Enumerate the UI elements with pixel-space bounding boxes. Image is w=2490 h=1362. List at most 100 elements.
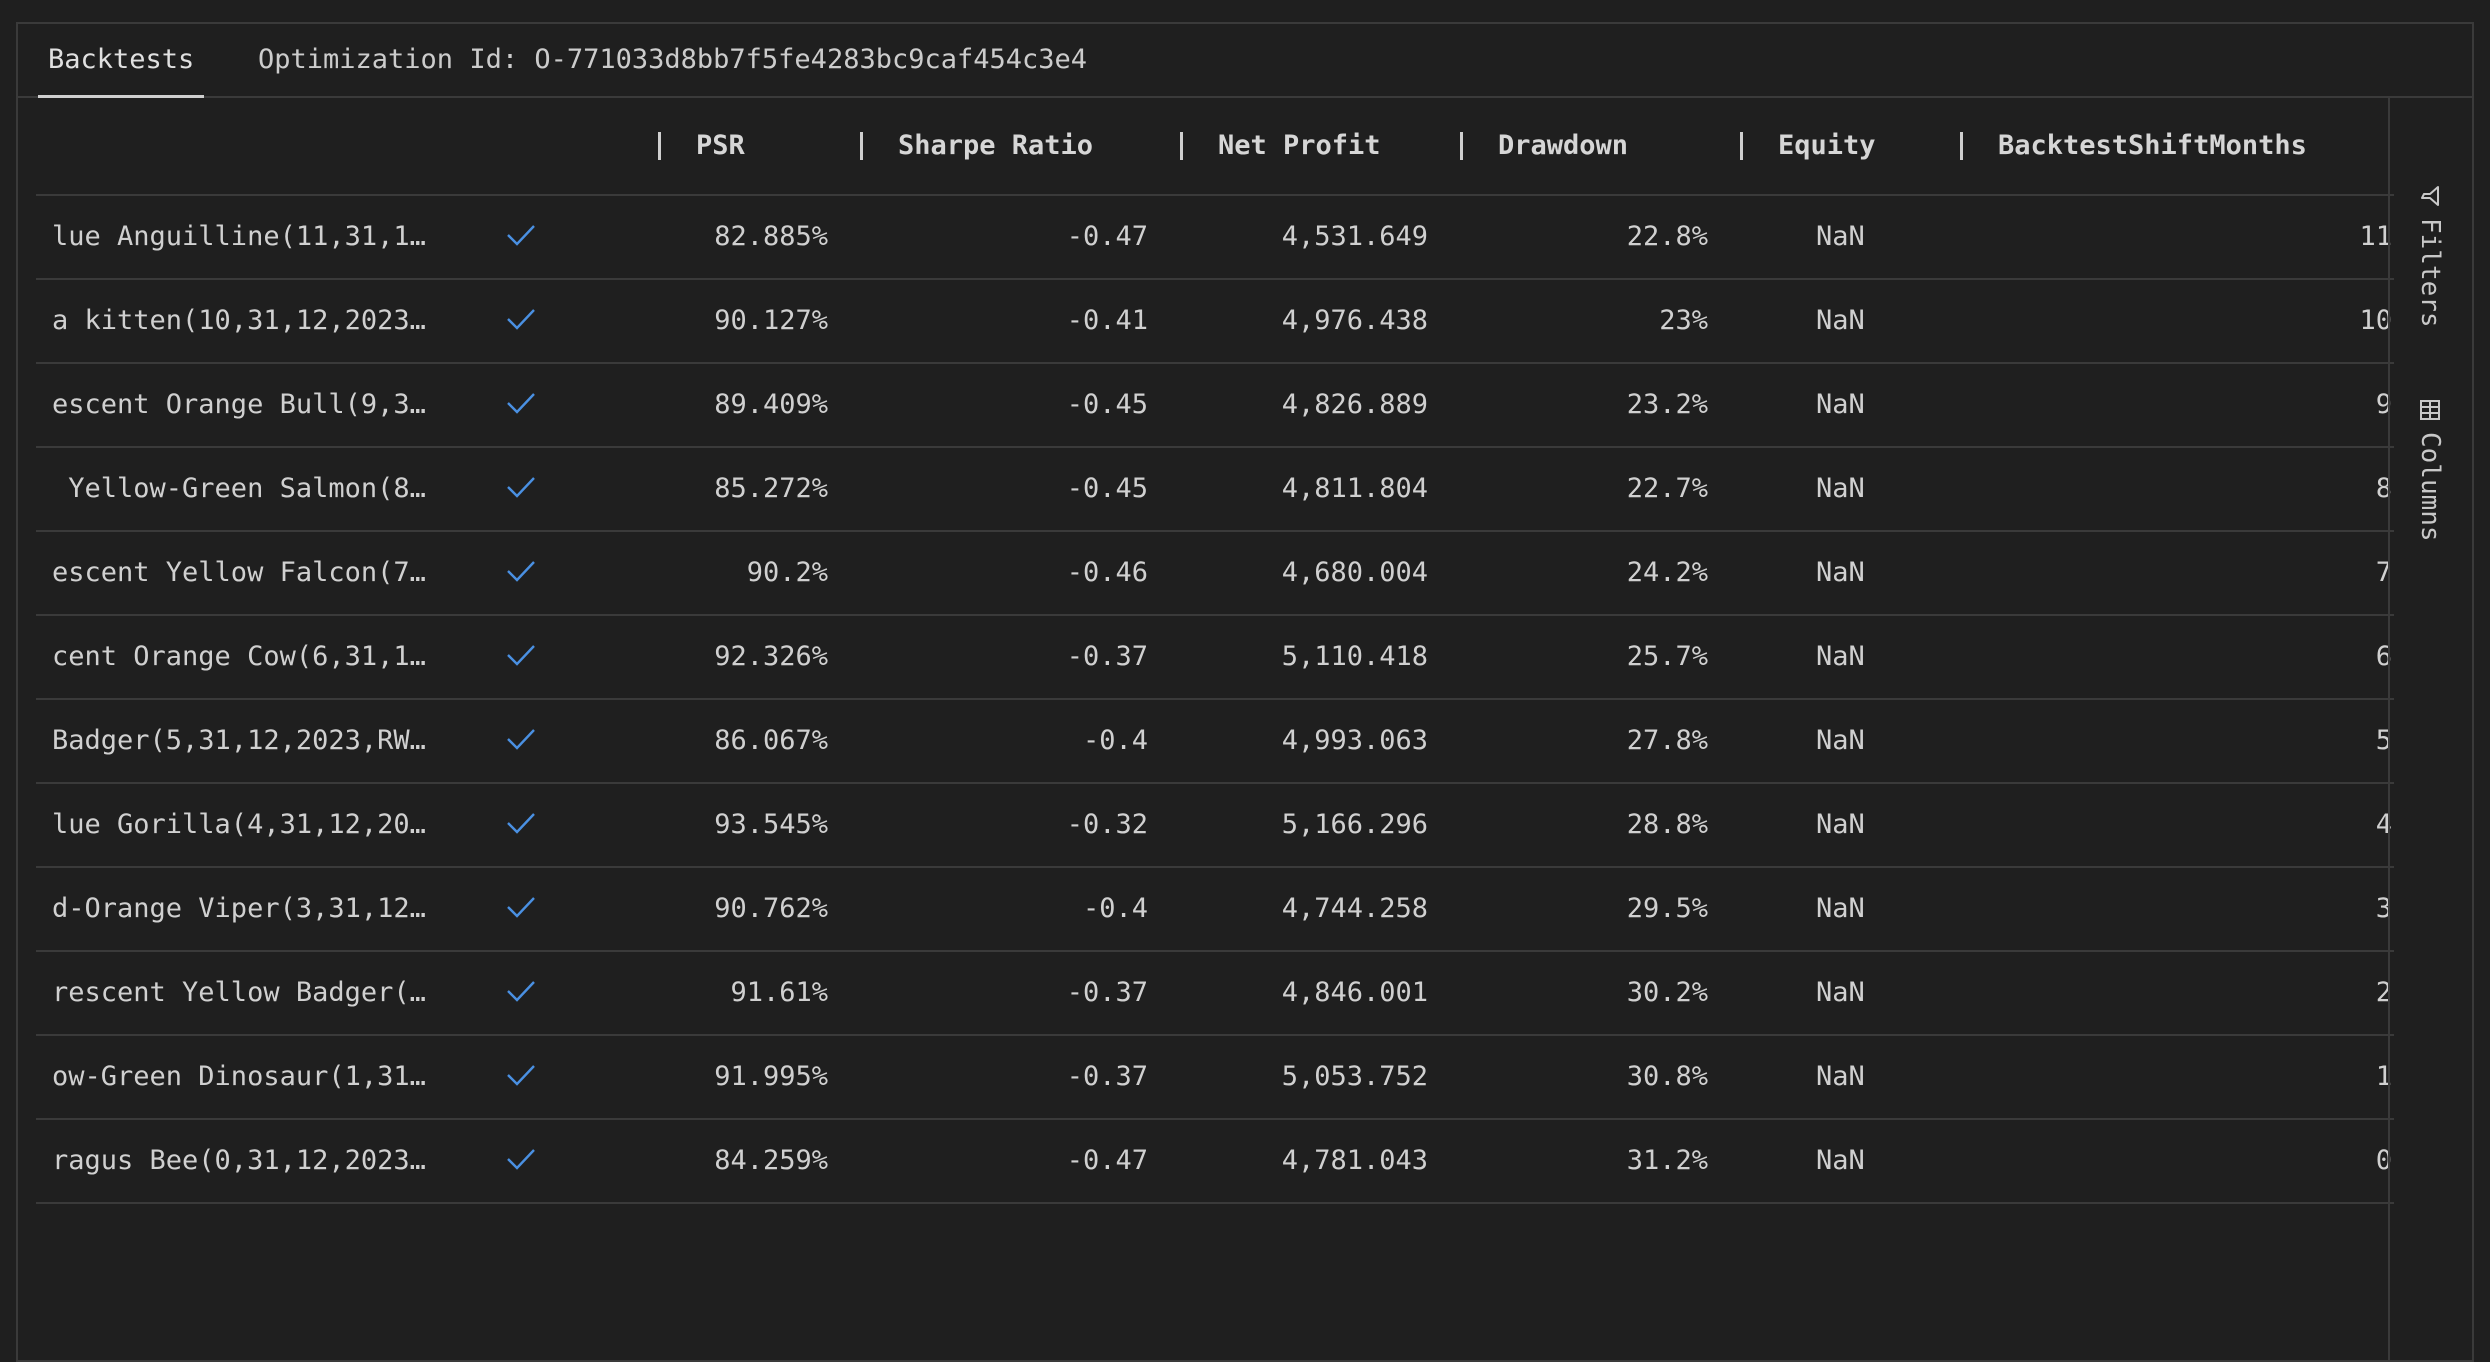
table-row[interactable]: cent Orange Cow(6,31,1… 92.326% -0.37 5,… [36, 616, 2394, 700]
check-icon [506, 952, 546, 1034]
check-icon [506, 196, 546, 278]
net-profit-value: 4,781.043 [1281, 1145, 1428, 1176]
table-row[interactable]: escent Orange Bull(9,3… 89.409% -0.45 4,… [36, 364, 2394, 448]
filter-icon [2415, 184, 2445, 208]
sharpe-value: -0.41 [1066, 305, 1148, 336]
check-icon [506, 448, 546, 530]
net-profit-value: 4,993.063 [1281, 725, 1428, 756]
table-row[interactable]: a kitten(10,31,12,2023… 90.127% -0.41 4,… [36, 280, 2394, 364]
check-icon [506, 1036, 546, 1118]
backtest-name: cent Orange Cow(6,31,1… [52, 641, 426, 672]
sharpe-value: -0.47 [1066, 1145, 1148, 1176]
header-backtest-shift-months[interactable]: BacktestShiftMonths [1960, 98, 2307, 194]
check-icon [506, 700, 546, 782]
backtests-panel: Backtests Optimization Id: O-771033d8bb7… [16, 22, 2474, 1362]
psr-value: 92.326% [714, 641, 828, 672]
backtest-name: lue Anguilline(11,31,1… [52, 221, 426, 252]
check-icon [506, 364, 546, 446]
filters-label: Filters [2415, 218, 2445, 328]
backtest-name: d-Orange Viper(3,31,12… [52, 893, 426, 924]
tab-backtests[interactable]: Backtests [38, 24, 205, 98]
columns-button[interactable]: Columns [2408, 398, 2452, 542]
backtest-name: rescent Yellow Badger(… [52, 977, 426, 1008]
header-label: BacktestShiftMonths [1998, 130, 2307, 161]
backtest-name: escent Yellow Falcon(7… [52, 557, 426, 588]
columns-icon [2415, 398, 2445, 422]
sharpe-value: -0.4 [1082, 893, 1148, 924]
header-psr[interactable]: PSR [658, 98, 745, 194]
shift-months-value: 8 [2375, 473, 2392, 504]
psr-value: 84.259% [714, 1145, 828, 1176]
backtest-name: Badger(5,31,12,2023,RW… [52, 725, 426, 756]
table-row[interactable]: Badger(5,31,12,2023,RW… 86.067% -0.4 4,9… [36, 700, 2394, 784]
psr-value: 93.545% [714, 809, 828, 840]
drawdown-value: 30.2% [1626, 977, 1708, 1008]
psr-value: 90.127% [714, 305, 828, 336]
equity-value: NaN [1816, 1061, 1865, 1092]
psr-value: 82.885% [714, 221, 828, 252]
table-row[interactable]: lue Gorilla(4,31,12,20… 93.545% -0.32 5,… [36, 784, 2394, 868]
table-row[interactable]: ragus Bee(0,31,12,2023… 84.259% -0.47 4,… [36, 1120, 2394, 1204]
column-separator[interactable] [860, 132, 863, 160]
column-separator[interactable] [1960, 132, 1963, 160]
grid-body: lue Anguilline(11,31,1… 82.885% -0.47 4,… [36, 196, 2394, 1204]
net-profit-value: 4,680.004 [1281, 557, 1428, 588]
table-row[interactable]: rescent Yellow Badger(… 91.61% -0.37 4,8… [36, 952, 2394, 1036]
table-row[interactable]: escent Yellow Falcon(7… 90.2% -0.46 4,68… [36, 532, 2394, 616]
column-separator[interactable] [1740, 132, 1743, 160]
sharpe-value: -0.45 [1066, 389, 1148, 420]
table-row[interactable]: lue Anguilline(11,31,1… 82.885% -0.47 4,… [36, 196, 2394, 280]
shift-months-value: 9 [2375, 389, 2392, 420]
shift-months-value: 10 [2359, 305, 2392, 336]
backtest-name: ow-Green Dinosaur(1,31… [52, 1061, 426, 1092]
check-icon [506, 1120, 546, 1202]
check-icon [506, 616, 546, 698]
shift-months-value: 11 [2359, 221, 2392, 252]
column-separator[interactable] [1180, 132, 1183, 160]
column-separator[interactable] [1460, 132, 1463, 160]
header-drawdown[interactable]: Drawdown [1460, 98, 1629, 194]
sharpe-value: -0.37 [1066, 977, 1148, 1008]
equity-value: NaN [1816, 221, 1865, 252]
shift-months-value: 0 [2375, 1145, 2392, 1176]
backtest-name: lue Gorilla(4,31,12,20… [52, 809, 426, 840]
net-profit-value: 5,053.752 [1281, 1061, 1428, 1092]
backtest-name: a kitten(10,31,12,2023… [52, 305, 426, 336]
shift-months-value: 4 [2375, 809, 2392, 840]
header-sharpe-ratio[interactable]: Sharpe Ratio [860, 98, 1093, 194]
drawdown-value: 23% [1659, 305, 1708, 336]
equity-value: NaN [1816, 389, 1865, 420]
net-profit-value: 4,976.438 [1281, 305, 1428, 336]
psr-value: 86.067% [714, 725, 828, 756]
psr-value: 89.409% [714, 389, 828, 420]
sharpe-value: -0.45 [1066, 473, 1148, 504]
psr-value: 85.272% [714, 473, 828, 504]
columns-label: Columns [2415, 432, 2445, 542]
table-row[interactable]: d-Orange Viper(3,31,12… 90.762% -0.4 4,7… [36, 868, 2394, 952]
backtest-name: Yellow-Green Salmon(8… [52, 473, 426, 504]
optimization-id-label: Optimization Id: O-771033d8bb7f5fe4283bc… [258, 44, 1088, 75]
drawdown-value: 22.8% [1626, 221, 1708, 252]
sharpe-value: -0.37 [1066, 1061, 1148, 1092]
header-net-profit[interactable]: Net Profit [1180, 98, 1381, 194]
shift-months-value: 1 [2375, 1061, 2392, 1092]
filters-button[interactable]: Filters [2408, 184, 2452, 328]
drawdown-value: 28.8% [1626, 809, 1708, 840]
header-label: Drawdown [1498, 130, 1629, 161]
backtests-grid: PSR Sharpe Ratio Net Profit Drawdown Equ… [18, 98, 2394, 1360]
header-equity[interactable]: Equity [1740, 98, 1876, 194]
table-row[interactable]: ow-Green Dinosaur(1,31… 91.995% -0.37 5,… [36, 1036, 2394, 1120]
check-icon [506, 868, 546, 950]
table-row[interactable]: Yellow-Green Salmon(8… 85.272% -0.45 4,8… [36, 448, 2394, 532]
equity-value: NaN [1816, 725, 1865, 756]
sharpe-value: -0.32 [1066, 809, 1148, 840]
drawdown-value: 31.2% [1626, 1145, 1708, 1176]
header-label: Equity [1778, 130, 1876, 161]
net-profit-value: 4,744.258 [1281, 893, 1428, 924]
backtest-name: ragus Bee(0,31,12,2023… [52, 1145, 426, 1176]
drawdown-value: 22.7% [1626, 473, 1708, 504]
column-separator[interactable] [658, 132, 661, 160]
equity-value: NaN [1816, 893, 1865, 924]
equity-value: NaN [1816, 977, 1865, 1008]
grid-header: PSR Sharpe Ratio Net Profit Drawdown Equ… [36, 98, 2394, 196]
